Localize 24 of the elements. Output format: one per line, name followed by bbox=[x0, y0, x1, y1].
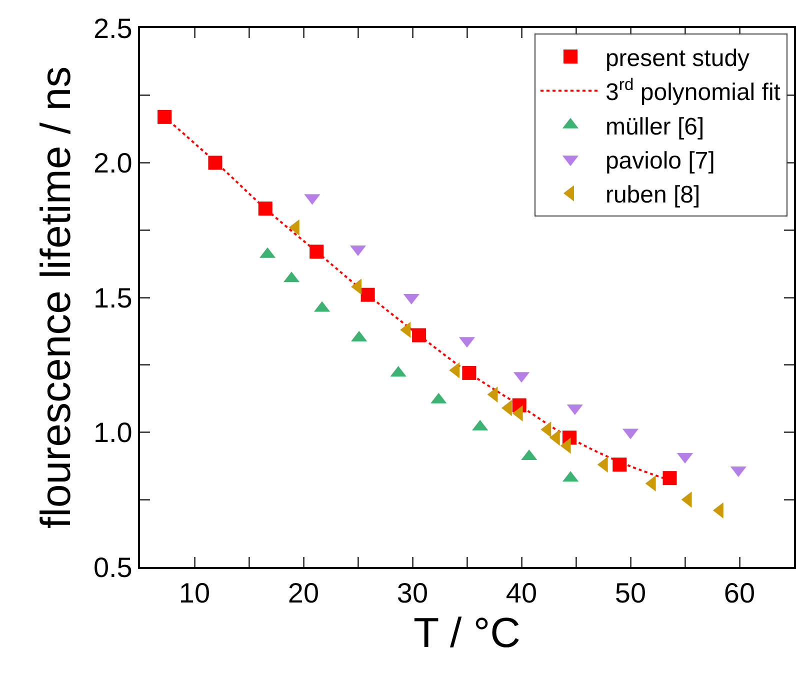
legend-label: müller [6] bbox=[605, 113, 704, 140]
point bbox=[258, 202, 272, 216]
x-tick-label: 40 bbox=[506, 578, 538, 609]
point bbox=[310, 244, 324, 259]
x-tick-label: 30 bbox=[396, 578, 428, 609]
point bbox=[208, 156, 222, 170]
point bbox=[158, 110, 172, 124]
x-tick-label: 10 bbox=[178, 578, 210, 609]
x-tick-label: 60 bbox=[724, 578, 756, 609]
point bbox=[412, 328, 426, 342]
point bbox=[462, 366, 476, 380]
x-axis-title: T / °C bbox=[413, 609, 521, 656]
legend-label: 3$^{rd}$ polynomial fit bbox=[605, 74, 781, 106]
y-axis-title: flourescence lifetime / ns bbox=[32, 66, 79, 529]
y-tick-label: 1.0 bbox=[93, 417, 132, 448]
x-tick-label: 50 bbox=[614, 578, 646, 609]
y-tick-label: 1.5 bbox=[93, 282, 132, 314]
y-tick-label: 2.0 bbox=[93, 148, 132, 179]
legend-label: ruben [8] bbox=[605, 182, 700, 209]
legend-label: paviolo [7] bbox=[605, 147, 715, 174]
y-tick-label: 0.5 bbox=[93, 552, 132, 583]
legend-label: present study bbox=[605, 44, 750, 72]
y-tick-label: 2.5 bbox=[93, 12, 132, 44]
x-tick-label: 20 bbox=[288, 578, 320, 609]
